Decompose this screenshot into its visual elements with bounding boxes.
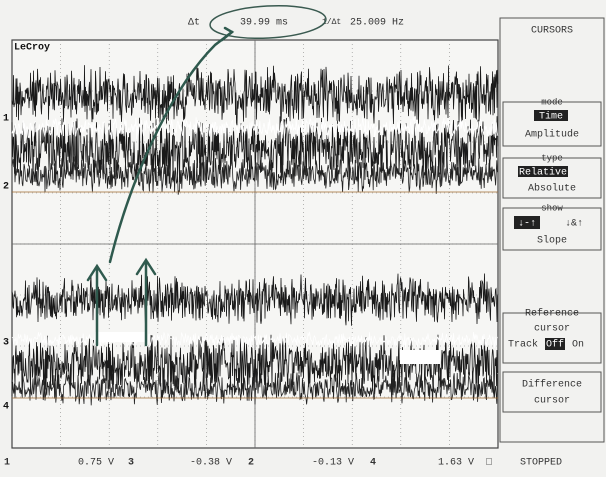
reference-box[interactable]	[502, 312, 602, 364]
acquisition-state: STOPPED	[520, 458, 562, 469]
trace	[11, 334, 499, 398]
channel-icon: □	[486, 458, 492, 469]
channel-value: -0.13 V	[312, 458, 354, 469]
option[interactable]: Slope	[537, 235, 567, 247]
menu-title: CURSORS	[531, 26, 573, 37]
channel-value: 1.63 V	[438, 458, 474, 469]
channel-id: 4	[370, 458, 376, 469]
group-label: show	[541, 203, 563, 213]
channel-value: -0.38 V	[190, 458, 232, 469]
trace	[11, 116, 499, 140]
channel-id: 2	[248, 458, 254, 469]
selected-highlight	[545, 338, 565, 350]
mode-box[interactable]	[502, 101, 602, 147]
cursor-marker	[95, 332, 145, 342]
cursor-marker	[400, 350, 440, 364]
group-label: type	[541, 153, 563, 163]
group-label: cursor	[534, 324, 570, 335]
group-label: Reference	[525, 308, 579, 320]
trace	[11, 65, 499, 127]
option[interactable]: Amplitude	[525, 129, 579, 141]
inverse-label: 1/Δt	[322, 18, 341, 27]
trace	[11, 370, 498, 406]
track-label: Track	[508, 339, 538, 351]
channel-id: 3	[128, 458, 134, 469]
option[interactable]: Absolute	[528, 183, 576, 195]
option[interactable]: On	[572, 340, 584, 351]
option-selected[interactable]: Relative	[519, 167, 567, 179]
brand: LeCroy	[14, 43, 50, 54]
delta-t-label: Δt	[188, 18, 200, 29]
trace	[11, 273, 499, 327]
channel-marker: 3	[3, 338, 9, 349]
traces	[11, 65, 499, 406]
channel-marker: 4	[3, 402, 9, 413]
trace	[11, 331, 498, 349]
hand-annotation	[86, 26, 235, 347]
menu-panel	[499, 17, 605, 443]
channel-value: 0.75 V	[78, 458, 114, 469]
option-selected[interactable]: Time	[539, 111, 563, 123]
group-label: cursor	[534, 396, 570, 407]
show-box[interactable]	[502, 207, 602, 251]
status-marker: 1	[4, 458, 10, 469]
group-label: mode	[541, 97, 563, 107]
delta-t-value: 39.99 ms	[240, 18, 288, 29]
selected-highlight	[518, 166, 568, 177]
selected-highlight	[514, 216, 540, 229]
type-box[interactable]	[502, 157, 602, 199]
option-selected[interactable]: ↓-↑	[518, 219, 536, 230]
frequency-value: 25.009 Hz	[350, 18, 404, 29]
option[interactable]: ↓&↑	[565, 219, 583, 230]
selected-highlight	[534, 110, 568, 121]
option-selected[interactable]: Off	[546, 339, 564, 351]
channel-marker: 2	[3, 182, 9, 193]
hand-circle	[209, 4, 327, 40]
trace	[11, 155, 498, 195]
difference-box[interactable]	[502, 371, 602, 413]
channel-marker: 1	[3, 114, 9, 125]
group-label: Difference	[522, 379, 582, 391]
